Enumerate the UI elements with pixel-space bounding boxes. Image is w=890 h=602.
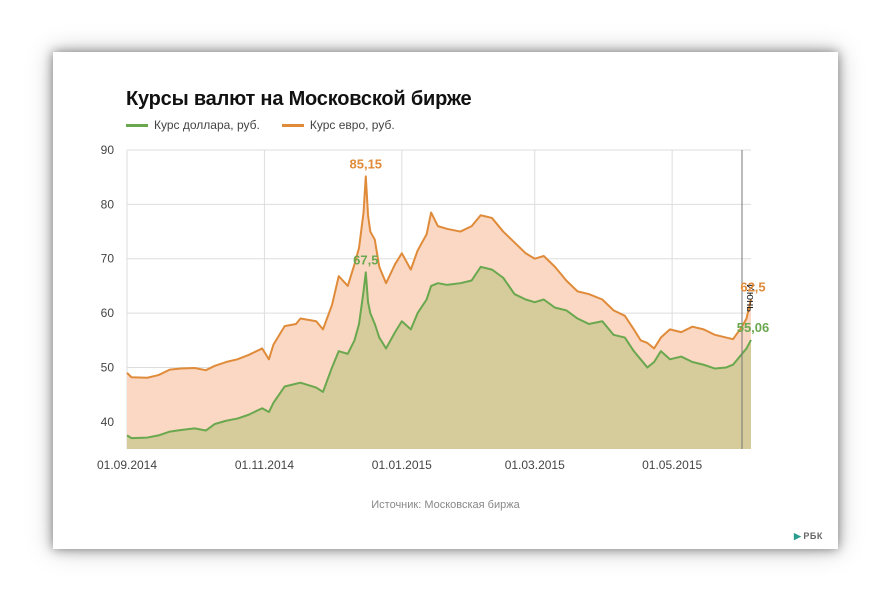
y-tick-label: 40 <box>101 415 115 429</box>
y-tick-label: 50 <box>101 360 115 374</box>
value-annotation: 85,15 <box>350 156 383 171</box>
rbc-logo: ▶ РБК <box>794 531 823 542</box>
legend-swatch-usd <box>126 123 148 127</box>
x-tick-label: 01.09.2014 <box>97 458 157 472</box>
rbc-logo-icon: ▶ <box>794 531 802 541</box>
currency-area-chart: 40 50 60 70 80 90 01.09.2014 01.11.2014 01.01.20… <box>97 143 770 472</box>
legend-item-eur: Курс евро, руб. <box>281 118 395 132</box>
value-annotation: 62,5 <box>740 280 765 295</box>
source-note: Источник: Московская биржа <box>371 499 520 511</box>
legend-swatch-eur <box>281 123 304 127</box>
chart-title: Курсы валют на Московской бирже <box>126 88 472 110</box>
chart-card: Курсы валют на Московской бирже Курс дол… <box>53 52 838 549</box>
x-tick-label: 01.01.2015 <box>372 458 432 472</box>
y-tick-label: 80 <box>101 197 115 211</box>
june-marker-label: Июнь <box>744 284 756 312</box>
euro-line <box>126 175 752 379</box>
legend-label-usd: Курс доллара, руб. <box>154 118 260 132</box>
x-tick-label: 01.11.2014 <box>235 458 294 472</box>
y-tick-label: 60 <box>101 306 115 320</box>
chart-legend: Курс доллара, руб. Курс евро, руб. <box>126 118 417 132</box>
value-annotation: 67,5 <box>353 252 378 267</box>
legend-item-usd: Курс доллара, руб. <box>126 118 260 132</box>
y-tick-label: 70 <box>101 252 115 266</box>
dollar-area <box>127 266 751 449</box>
value-annotation: 55,06 <box>737 320 770 335</box>
x-tick-label: 01.05.2015 <box>642 458 702 472</box>
dollar-line <box>126 265 752 440</box>
rbc-logo-text: РБК <box>803 531 823 541</box>
legend-label-eur: Курс евро, руб. <box>309 118 395 132</box>
x-tick-label: 01.03.2015 <box>505 458 565 472</box>
y-tick-label: 90 <box>101 143 115 157</box>
